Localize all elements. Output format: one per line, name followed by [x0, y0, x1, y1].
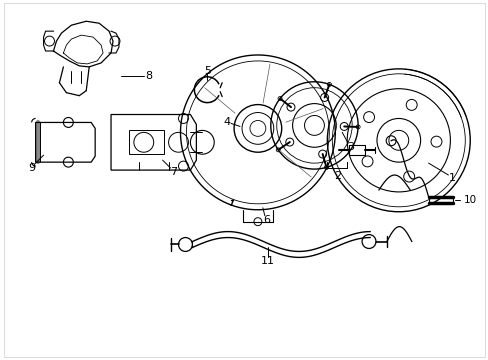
- Text: 10: 10: [463, 195, 476, 205]
- Text: 1: 1: [448, 173, 455, 183]
- Text: 4: 4: [223, 117, 230, 127]
- Text: 8: 8: [145, 71, 152, 81]
- Text: 2: 2: [333, 171, 340, 181]
- Text: 3: 3: [347, 142, 354, 152]
- Text: 6: 6: [263, 215, 270, 225]
- Text: 7: 7: [170, 167, 177, 177]
- Text: 9: 9: [28, 163, 35, 173]
- Text: 5: 5: [203, 66, 210, 76]
- Text: 11: 11: [260, 256, 274, 266]
